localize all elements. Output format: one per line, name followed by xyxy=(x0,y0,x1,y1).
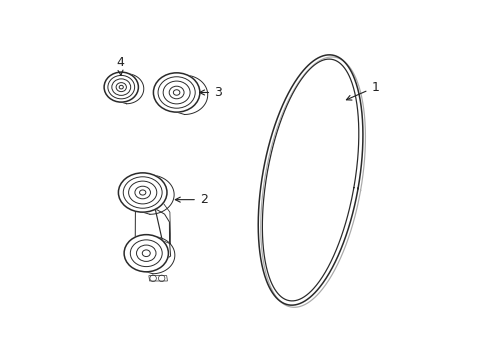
Polygon shape xyxy=(135,209,170,268)
Text: 3: 3 xyxy=(199,86,222,99)
Polygon shape xyxy=(153,73,200,112)
Text: 2: 2 xyxy=(175,193,207,206)
Polygon shape xyxy=(104,72,138,102)
Text: 4: 4 xyxy=(116,55,123,75)
Polygon shape xyxy=(124,235,168,272)
Polygon shape xyxy=(262,59,358,301)
Text: 1: 1 xyxy=(346,81,378,100)
Polygon shape xyxy=(118,173,166,212)
